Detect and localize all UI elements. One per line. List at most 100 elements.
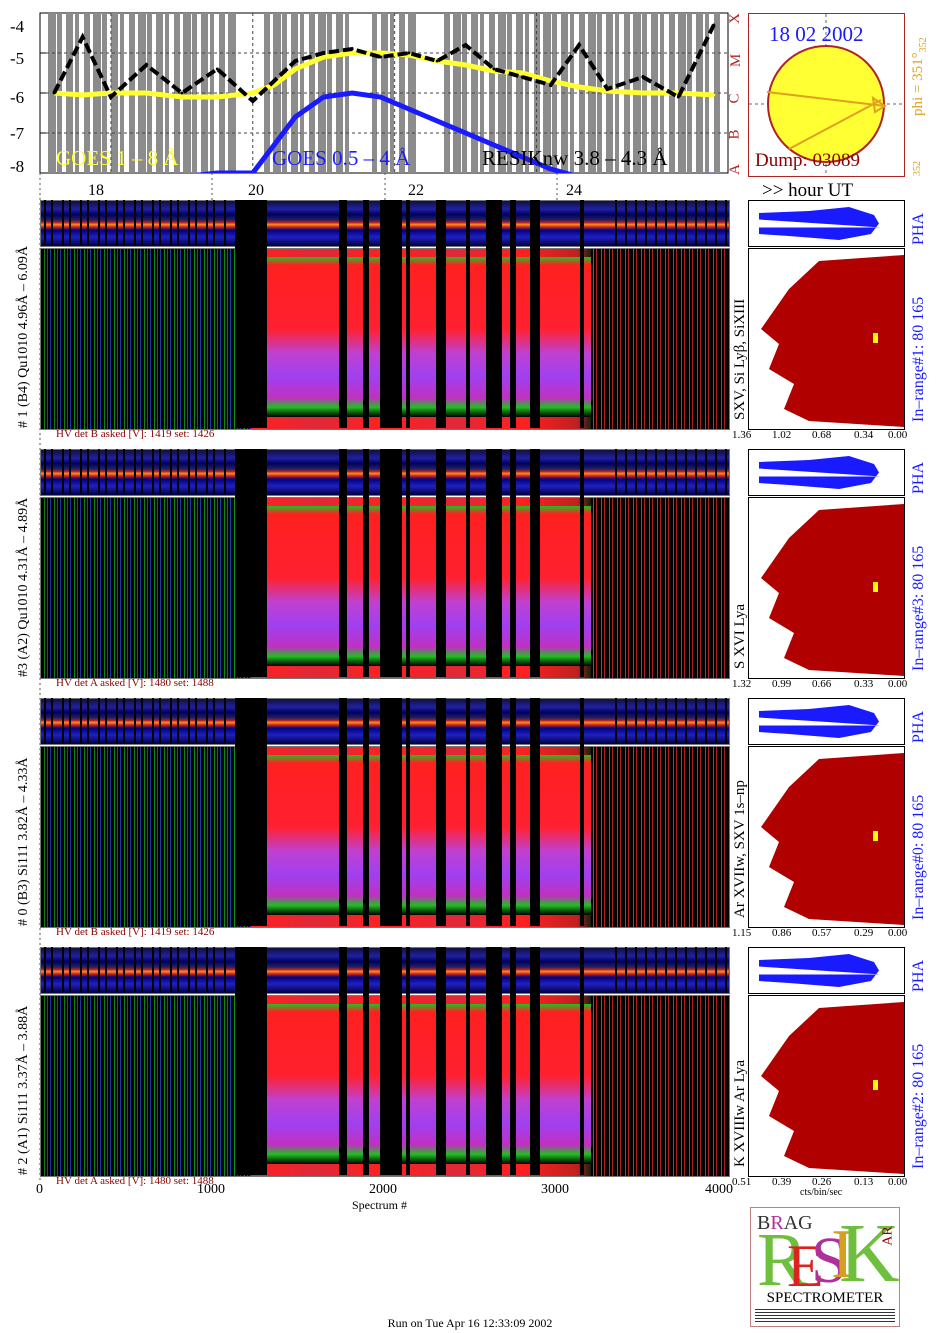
pha-histogram-shape	[759, 954, 881, 987]
gap-line	[695, 200, 697, 245]
series-resik-point	[407, 51, 411, 55]
hour-axis-label: >> hour UT	[762, 180, 854, 201]
series-goes-long-point	[577, 85, 581, 89]
gap-line	[695, 449, 697, 494]
spectrum-tick-3000: 3000	[541, 1182, 569, 1197]
gap-line	[665, 947, 667, 992]
pha-histogram-shape	[759, 207, 881, 240]
gap-line	[44, 698, 46, 743]
range-label: In–range#3: 80 165	[910, 545, 927, 671]
hv-label: HV det B asked [V]: 1419 set: 1426	[56, 926, 215, 938]
gap-line	[725, 449, 727, 494]
gap-line	[705, 947, 707, 992]
series-goes-long-point	[641, 91, 645, 95]
goes-eclipse-band	[300, 13, 304, 173]
gap-line	[69, 200, 71, 245]
gap-line	[141, 698, 143, 743]
gap-line	[177, 200, 179, 245]
gap-line	[159, 947, 161, 992]
goes-ytick-2: -6	[10, 88, 25, 107]
range-axis-tick: 0.86	[772, 927, 792, 939]
gap-line	[69, 698, 71, 743]
gap-column	[580, 200, 584, 428]
series-resik-point	[215, 67, 219, 71]
range-label: In–range#0: 80 165	[910, 794, 927, 920]
gap-column	[510, 449, 516, 677]
gap-line	[159, 698, 161, 743]
series-goes-short-point	[435, 119, 439, 123]
gap-column	[406, 449, 410, 677]
range-axis-tick: 0.29	[854, 927, 874, 939]
goes-eclipse-band	[372, 13, 377, 173]
goes-eclipse-band	[174, 13, 180, 173]
series-goes-short-point	[520, 155, 524, 159]
gap-column	[466, 200, 470, 428]
series-goes-short-point	[81, 180, 84, 183]
gap-line	[123, 449, 125, 494]
gap-line	[625, 449, 627, 494]
gap-line	[665, 200, 667, 245]
goes-eclipse-band	[264, 13, 270, 173]
gap-line	[615, 947, 617, 992]
gap-column	[235, 449, 267, 677]
run-timestamp: Run on Tue Apr 16 12:33:09 2002	[387, 1316, 553, 1330]
pha-label: PHA	[910, 710, 927, 743]
channel-2: # 0 (B3) Si111 3.82Å – 4.33Å Ar XVIIw, SX…	[0, 698, 940, 946]
gap-line	[134, 200, 136, 245]
series-goes-short-point	[322, 95, 326, 99]
gap-line	[665, 449, 667, 494]
gap-line	[116, 947, 118, 992]
gap-line	[177, 698, 179, 743]
gap-line	[705, 449, 707, 494]
gap-line	[675, 698, 677, 743]
gap-line	[152, 947, 154, 992]
range-axis-tick: 1.15	[732, 927, 752, 939]
series-resik-point	[492, 67, 496, 71]
goes-eclipse-band	[552, 13, 557, 173]
range-axis-tick: 0.00	[888, 1176, 908, 1188]
gap-line	[615, 449, 617, 494]
goes-eclipse-band	[516, 13, 523, 173]
gap-line	[705, 200, 707, 245]
gap-line	[213, 449, 215, 494]
range-histogram-shape	[761, 504, 904, 676]
gap-line	[62, 200, 64, 245]
gap-line	[69, 449, 71, 494]
series-goes-long-point	[520, 71, 524, 75]
goes-ytick-4: -8	[10, 157, 25, 176]
series-goes-short-point	[272, 143, 276, 147]
gap-line	[62, 947, 64, 992]
class-c: C	[726, 93, 743, 104]
gap-line	[685, 698, 687, 743]
spectrum-tick-2000: 2000	[369, 1182, 397, 1197]
gap-line	[87, 947, 89, 992]
gap-line	[170, 200, 172, 245]
gap-line	[69, 947, 71, 992]
series-goes-short-point	[109, 180, 112, 183]
gap-line	[685, 449, 687, 494]
series-goes-long-point	[378, 51, 382, 55]
gap-column	[363, 200, 369, 428]
gap-line	[134, 449, 136, 494]
goes-eclipse-band	[534, 13, 540, 173]
gap-line	[224, 449, 226, 494]
pha-histogram-shape	[759, 456, 881, 489]
gap-line	[725, 947, 727, 992]
gap-line	[188, 947, 190, 992]
class-a: A	[726, 164, 743, 175]
series-resik-point	[144, 63, 148, 67]
resik-logo: R E S I K BRAG AR SPECTROMETER	[750, 1207, 900, 1327]
gap-line	[625, 200, 627, 245]
goes-plot	[39, 12, 729, 183]
gap-line	[715, 698, 717, 743]
gap-line	[80, 698, 82, 743]
gap-line	[625, 947, 627, 992]
spectrum-tick-0: 0	[36, 1182, 43, 1197]
gap-column	[530, 200, 540, 428]
gap-line	[51, 947, 53, 992]
range-axis-tick: 0.26	[812, 1176, 832, 1188]
goes-ytick-3: -7	[10, 124, 25, 143]
range-axis-tick: 0.34	[854, 429, 874, 441]
class-x: X	[726, 13, 743, 24]
gap-column	[380, 947, 402, 1175]
